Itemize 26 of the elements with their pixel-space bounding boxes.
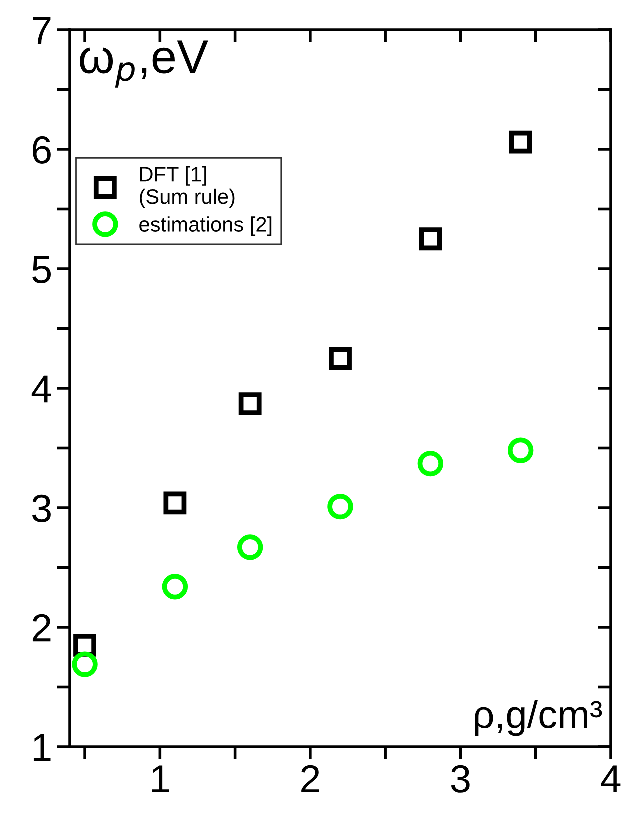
y-axis-title: ω$_{p}$,eV (80, 40, 208, 88)
x-tick-label: 4 (601, 766, 621, 793)
y-tick-label: 3 (32, 494, 51, 522)
y-tick-label: 5 (32, 256, 52, 284)
y-tick-label: 1 (34, 734, 51, 762)
point (329, 347, 352, 370)
x-tick-label: 2 (302, 765, 320, 793)
y-tick-label: 2 (32, 614, 51, 642)
x-tick-label: 3 (451, 765, 470, 793)
point (509, 130, 532, 154)
y-tick-label: 7 (33, 17, 51, 44)
point (508, 438, 534, 464)
point (419, 228, 442, 251)
point (238, 392, 262, 416)
point (418, 450, 444, 477)
x-tick-label: 1 (152, 766, 170, 793)
legend-label: DFT [1] (Sum rule) (140, 166, 235, 208)
point (328, 494, 354, 520)
point (164, 492, 187, 515)
point (162, 574, 188, 600)
y-tick-label: 4 (32, 376, 52, 403)
x-axis-title: ρ,g/cm³ (475, 700, 602, 736)
legend-label: estimations [2] (140, 216, 272, 236)
point (237, 534, 264, 560)
y-tick-label: 6 (32, 136, 51, 164)
point (72, 652, 98, 678)
